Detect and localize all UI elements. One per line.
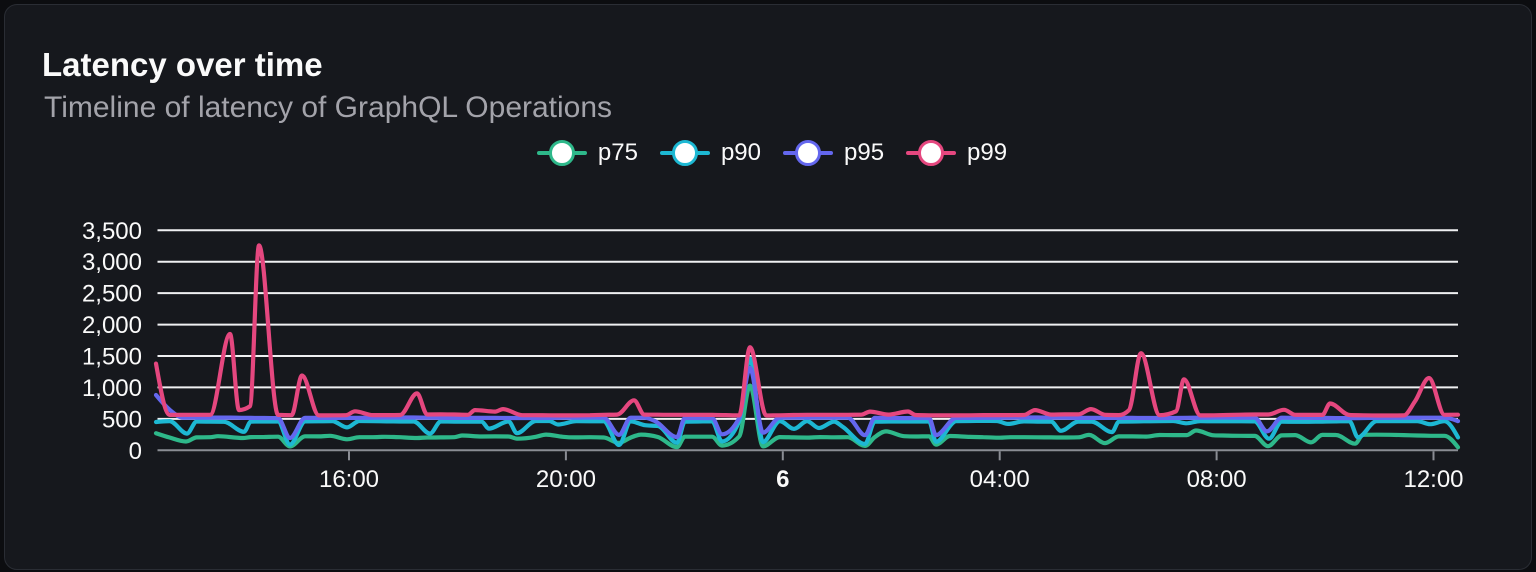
svg-text:1,000: 1,000 (82, 375, 142, 402)
svg-text:2,500: 2,500 (82, 281, 142, 308)
svg-text:0: 0 (129, 438, 142, 465)
svg-text:500: 500 (102, 406, 142, 433)
svg-text:08:00: 08:00 (1187, 466, 1247, 493)
svg-text:2,000: 2,000 (82, 312, 142, 339)
svg-text:20:00: 20:00 (536, 466, 596, 493)
svg-text:3,500: 3,500 (82, 218, 142, 245)
svg-text:6: 6 (776, 466, 789, 493)
svg-text:3,000: 3,000 (82, 249, 142, 276)
svg-text:12:00: 12:00 (1403, 466, 1463, 493)
svg-text:04:00: 04:00 (970, 466, 1030, 493)
svg-text:16:00: 16:00 (319, 466, 379, 493)
svg-text:1,500: 1,500 (82, 344, 142, 371)
